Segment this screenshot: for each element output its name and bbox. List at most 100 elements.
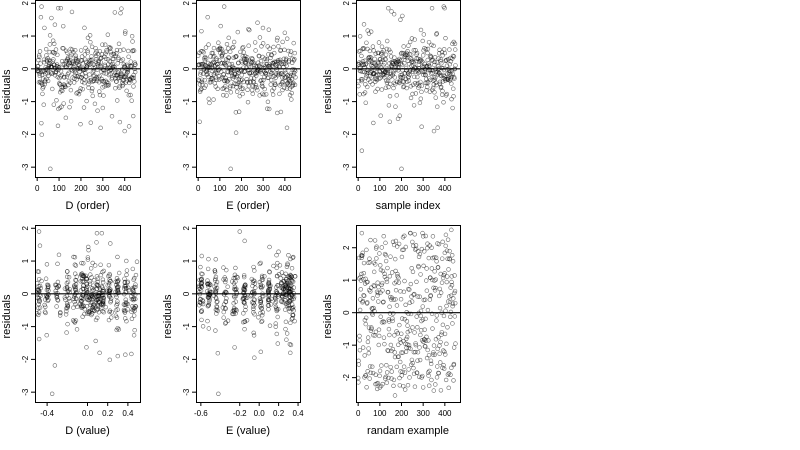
data-point	[233, 130, 239, 135]
data-point	[259, 83, 265, 88]
data-point	[64, 50, 70, 55]
data-point	[66, 70, 71, 76]
data-point	[373, 51, 378, 56]
data-point	[436, 70, 442, 76]
data-point	[437, 47, 442, 53]
data-point	[434, 313, 440, 318]
data-point	[437, 351, 442, 356]
data-point	[275, 260, 280, 266]
y-tick-label: 2	[21, 1, 30, 6]
data-point	[64, 330, 69, 335]
data-point	[49, 15, 54, 21]
data-point	[361, 22, 367, 27]
plot-frame	[35, 0, 141, 178]
data-point	[44, 53, 49, 58]
data-point	[90, 93, 95, 99]
data-point	[443, 35, 448, 41]
data-point	[411, 371, 417, 377]
x-tick-label: 0.2	[102, 409, 114, 418]
data-point	[80, 72, 85, 77]
data-point	[126, 124, 132, 129]
data-point	[443, 243, 448, 249]
data-point	[59, 104, 64, 109]
data-point	[371, 305, 376, 311]
data-point	[403, 65, 409, 71]
data-point	[234, 89, 240, 94]
data-point	[203, 56, 209, 61]
data-point	[36, 336, 42, 342]
data-point	[283, 284, 288, 290]
data-point	[94, 274, 100, 279]
data-point	[413, 91, 418, 96]
data-point	[67, 104, 72, 110]
data-point	[375, 280, 380, 285]
data-point	[391, 85, 396, 91]
data-point	[384, 279, 390, 285]
data-point	[210, 60, 215, 66]
data-point	[106, 82, 111, 88]
data-point	[223, 305, 228, 311]
data-point	[36, 57, 41, 63]
points-d-order	[34, 4, 138, 172]
data-point	[104, 48, 109, 53]
data-point	[99, 69, 104, 74]
data-point	[288, 272, 293, 278]
data-point	[420, 373, 425, 379]
data-point	[401, 247, 406, 252]
data-point	[257, 296, 263, 301]
data-point	[49, 391, 55, 397]
data-point	[204, 71, 210, 77]
data-point	[429, 311, 435, 317]
data-point	[67, 287, 73, 292]
data-point	[278, 109, 284, 115]
data-point	[444, 248, 450, 253]
data-point	[114, 47, 120, 53]
data-point	[356, 255, 362, 261]
data-point	[429, 5, 435, 11]
data-point	[84, 288, 89, 293]
data-point	[107, 277, 112, 282]
data-point	[258, 304, 263, 309]
data-point	[238, 58, 244, 64]
data-point	[36, 269, 42, 274]
data-point	[81, 105, 87, 110]
data-point	[77, 69, 82, 74]
data-point	[101, 298, 106, 303]
data-point	[89, 88, 95, 94]
data-point	[98, 60, 104, 65]
data-point	[219, 46, 224, 52]
data-point	[128, 59, 134, 64]
data-point	[397, 113, 402, 118]
data-point	[425, 84, 430, 90]
data-point	[405, 329, 410, 335]
data-point	[36, 69, 41, 74]
data-point	[221, 309, 226, 315]
data-point	[224, 41, 230, 47]
data-point	[89, 54, 94, 59]
data-point	[79, 260, 84, 266]
data-point	[401, 79, 407, 85]
data-point	[271, 86, 277, 91]
data-point	[397, 322, 402, 328]
data-point	[239, 72, 244, 78]
data-point	[370, 364, 375, 369]
data-point	[409, 52, 414, 57]
data-point	[420, 53, 426, 58]
data-point	[56, 252, 62, 258]
data-point	[433, 277, 438, 282]
data-point	[368, 328, 374, 333]
panel-e-value: -0.6 -0.2 0.0 0.2 0.4 -3 -2 -1 0 1 2 E (value) resid…	[162, 225, 304, 437]
data-point	[220, 86, 225, 92]
data-point	[214, 299, 219, 305]
data-point	[293, 75, 298, 80]
data-point	[377, 368, 383, 374]
data-point	[428, 361, 434, 367]
data-point	[405, 55, 410, 61]
data-point	[129, 316, 135, 321]
data-point	[92, 263, 98, 268]
data-point	[368, 29, 374, 34]
data-point	[409, 299, 415, 304]
data-point	[253, 83, 259, 88]
data-point	[410, 69, 415, 74]
data-point	[106, 288, 111, 293]
